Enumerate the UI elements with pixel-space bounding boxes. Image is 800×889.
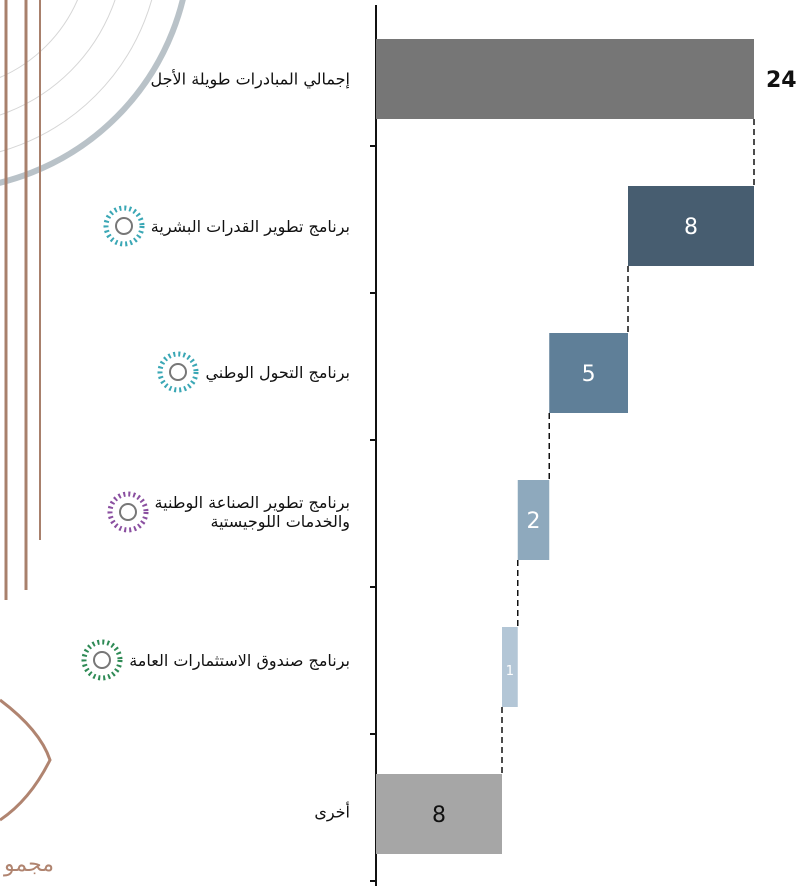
- category-text: أخرى: [314, 803, 350, 822]
- value-label: 1: [506, 664, 514, 679]
- chart: 24 8 5 2 1 8: [0, 0, 800, 889]
- category-text: برنامج التحول الوطني: [205, 363, 350, 382]
- program-icon: [79, 637, 125, 683]
- category-text: إجمالي المبادرات طويلة الأجل: [151, 70, 350, 89]
- bar: [376, 39, 754, 119]
- category-label: برنامج التحول الوطني: [0, 349, 350, 395]
- category-label: برنامج تطوير الصناعة الوطنية والخدمات ال…: [0, 489, 350, 535]
- value-label: 24: [766, 68, 797, 93]
- program-icon: [105, 489, 151, 535]
- category-text: برنامج تطوير القدرات البشرية: [151, 217, 350, 236]
- value-label: 2: [527, 509, 541, 534]
- category-text: برنامج تطوير الصناعة الوطنية والخدمات ال…: [155, 493, 350, 531]
- page: {"chart_data": {"type": "waterfall", "ca…: [0, 0, 800, 889]
- category-label: إجمالي المبادرات طويلة الأجل: [0, 70, 350, 89]
- value-label: 5: [582, 362, 596, 387]
- logo-text: مجمو: [4, 852, 54, 877]
- program-icon: [101, 203, 147, 249]
- category-label: برنامج تطوير القدرات البشرية: [0, 203, 350, 249]
- value-label: 8: [432, 803, 446, 828]
- value-label: 8: [684, 215, 698, 240]
- program-icon: [155, 349, 201, 395]
- category-label: أخرى: [0, 803, 350, 822]
- category-label: برنامج صندوق الاستثمارات العامة: [0, 637, 350, 683]
- decoration: [0, 0, 190, 820]
- category-text: برنامج صندوق الاستثمارات العامة: [129, 651, 350, 670]
